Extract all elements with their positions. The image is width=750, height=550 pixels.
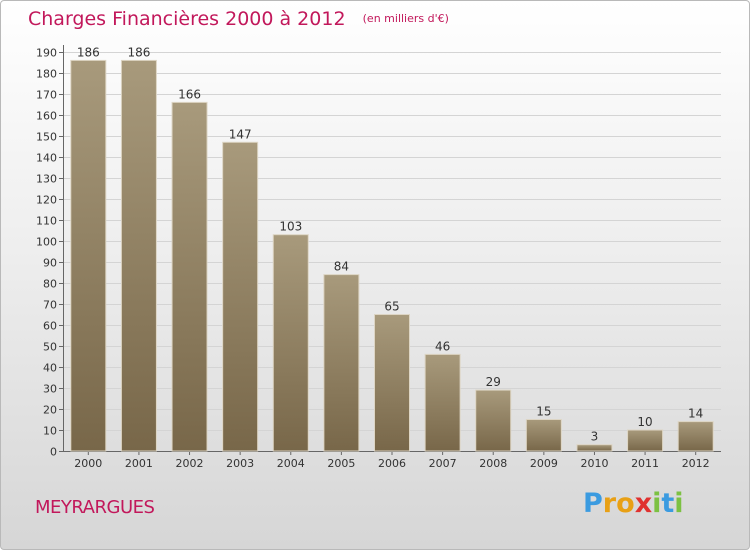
x-tick-label: 2005 <box>327 457 355 470</box>
x-tick-label: 2000 <box>74 457 102 470</box>
bar-2000 <box>70 59 107 452</box>
chart-title: Charges Financières 2000 à 2012 <box>28 8 346 30</box>
bar-2009 <box>525 419 562 452</box>
bar-2011 <box>627 429 664 452</box>
y-tick-label: 60 <box>43 320 57 333</box>
x-tick-label: 2008 <box>479 457 507 470</box>
logo-letter: t <box>661 488 675 519</box>
commune-name: MEYRARGUES <box>35 497 155 518</box>
x-tick-label: 2009 <box>530 457 558 470</box>
data-label: 84 <box>334 260 349 274</box>
y-tick-label: 70 <box>43 299 57 312</box>
proxiti-logo[interactable]: Proxiti <box>583 488 684 519</box>
data-label: 65 <box>384 300 399 314</box>
y-tick-label: 130 <box>36 173 57 186</box>
data-label: 29 <box>486 375 501 389</box>
logo-letter: i <box>674 488 684 519</box>
x-tick-label: 2003 <box>226 457 254 470</box>
data-label: 147 <box>229 127 252 141</box>
y-tick-label: 10 <box>43 425 57 438</box>
bar-2006 <box>374 314 410 452</box>
y-tick-label: 50 <box>43 341 57 354</box>
x-tick-label: 2012 <box>682 457 710 470</box>
y-tick-label: 110 <box>36 215 57 228</box>
y-tick-label: 30 <box>43 383 57 396</box>
x-tick-label: 2010 <box>580 457 608 470</box>
x-tick-label: 2011 <box>631 457 659 470</box>
y-tick-label: 80 <box>43 278 57 291</box>
x-tick-label: 2004 <box>277 457 305 470</box>
bar-2003 <box>222 141 259 452</box>
data-label: 14 <box>688 407 703 421</box>
bar-2005 <box>323 274 360 452</box>
data-label: 15 <box>536 405 551 419</box>
logo-letter: P <box>583 488 603 519</box>
x-tick-label: 2007 <box>429 457 457 470</box>
bar-2001 <box>120 59 157 452</box>
data-label: 166 <box>178 87 201 101</box>
chart-subtitle: (en milliers d'€) <box>362 12 449 25</box>
y-tick-label: 150 <box>36 131 57 144</box>
logo-letter: i <box>652 488 662 519</box>
data-label: 103 <box>279 220 302 234</box>
y-tick-label: 190 <box>36 47 57 60</box>
logo-letter: o <box>616 488 635 519</box>
data-label: 186 <box>77 45 100 59</box>
bar-2012 <box>677 421 714 452</box>
y-tick-label: 0 <box>50 446 57 459</box>
data-label: 46 <box>435 339 450 353</box>
data-label: 186 <box>127 45 150 59</box>
logo-letter: r <box>602 488 617 519</box>
data-label: 3 <box>591 430 599 444</box>
y-tick-label: 170 <box>36 89 57 102</box>
bar-2002 <box>171 101 208 452</box>
x-tick-label: 2006 <box>378 457 406 470</box>
bar-2004 <box>272 234 309 452</box>
x-tick-label: 2002 <box>176 457 204 470</box>
y-tick-label: 160 <box>36 110 57 123</box>
y-tick-label: 140 <box>36 152 57 165</box>
y-tick-label: 120 <box>36 194 57 207</box>
y-tick-label: 100 <box>36 236 57 249</box>
logo-letter: x <box>634 488 653 519</box>
y-tick-label: 20 <box>43 404 57 417</box>
x-tick-label: 2001 <box>125 457 153 470</box>
title-row: Charges Financières 2000 à 2012 (en mill… <box>28 8 449 30</box>
bar-2010 <box>576 444 613 452</box>
data-label: 10 <box>637 415 652 429</box>
y-tick-label: 90 <box>43 257 57 270</box>
bar-2008 <box>475 389 512 452</box>
bar-2007 <box>424 353 461 452</box>
y-tick-label: 180 <box>36 68 57 81</box>
y-tick-label: 40 <box>43 362 57 375</box>
